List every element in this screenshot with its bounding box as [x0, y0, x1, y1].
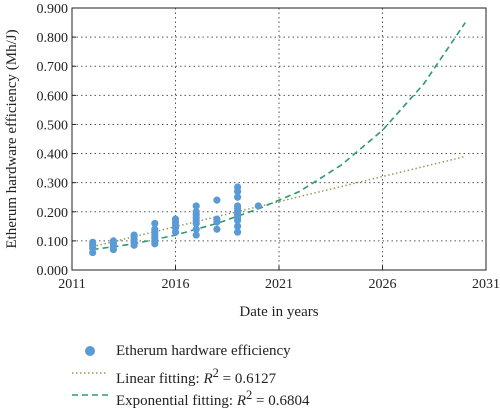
data-point [151, 220, 158, 227]
data-point [234, 183, 241, 190]
y-tick-label: 0.000 [37, 264, 69, 279]
data-point [255, 202, 262, 209]
x-tick-label: 2016 [162, 277, 190, 292]
y-tick-label: 0.400 [37, 148, 69, 163]
data-point [234, 202, 241, 209]
y-tick-label: 0.900 [37, 2, 69, 17]
point-marker-icon [70, 340, 110, 362]
data-points [89, 183, 262, 256]
data-point [213, 226, 220, 233]
dotted-line-icon [70, 362, 110, 384]
x-tick-label: 2026 [369, 277, 397, 292]
legend-label: Exponential fitting: R2 = 0.6804 [116, 384, 309, 412]
legend-item-points: Etherum hardware efficiency [70, 340, 370, 362]
y-tick-label: 0.300 [37, 177, 69, 192]
data-point [89, 239, 96, 246]
x-tick-label: 2031 [472, 277, 500, 292]
x-tick-label: 2021 [265, 277, 293, 292]
legend-item-exponential: Exponential fitting: R2 = 0.6804 [70, 384, 370, 406]
x-axis-label: Date in years [239, 304, 318, 320]
legend-label: Etherum hardware efficiency [116, 340, 291, 362]
y-tick-label: 0.600 [37, 89, 69, 104]
y-tick-label: 0.500 [37, 118, 69, 133]
data-point [172, 215, 179, 222]
y-tick-label: 0.700 [37, 60, 69, 75]
grid [72, 8, 486, 270]
data-point [193, 202, 200, 209]
legend: Etherum hardware efficiency Linear fitti… [70, 340, 370, 406]
y-tick-label: 0.200 [37, 206, 69, 221]
data-point [110, 237, 117, 244]
data-point [131, 231, 138, 238]
x-tick-label: 2011 [58, 277, 85, 292]
y-tick-label: 0.800 [37, 31, 69, 46]
y-axis-label: Etherum hardware efficiency (Mh/J) [4, 29, 20, 248]
y-tick-label: 0.100 [37, 235, 69, 250]
data-point [213, 197, 220, 204]
dashed-line-icon [70, 384, 110, 406]
data-point [213, 215, 220, 222]
legend-item-linear: Linear fitting: R2 = 0.6127 [70, 362, 370, 384]
